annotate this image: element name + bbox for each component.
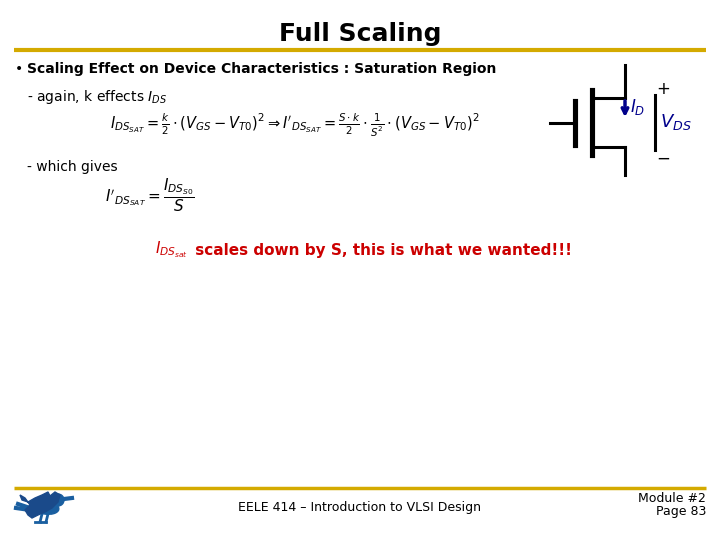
Ellipse shape: [31, 500, 59, 514]
Circle shape: [52, 494, 64, 506]
Text: Page 83: Page 83: [656, 505, 706, 518]
Text: Scaling Effect on Device Characteristics : Saturation Region: Scaling Effect on Device Characteristics…: [27, 62, 496, 76]
Text: EELE 414 – Introduction to VLSI Design: EELE 414 – Introduction to VLSI Design: [238, 501, 482, 514]
Text: - again, k effects $I_{DS}$: - again, k effects $I_{DS}$: [27, 88, 167, 106]
Text: •: •: [15, 62, 23, 76]
Text: +: +: [656, 80, 670, 98]
Text: $I_D$: $I_D$: [630, 97, 645, 117]
Text: −: −: [656, 150, 670, 168]
Text: $V_{DS}$: $V_{DS}$: [660, 112, 692, 132]
Text: $I_{DS_{SAT}} = \frac{k}{2} \cdot (V_{GS} - V_{T0})^2 \Rightarrow I'_{DS_{SAT}} : $I_{DS_{SAT}} = \frac{k}{2} \cdot (V_{GS…: [110, 111, 480, 139]
Text: Full Scaling: Full Scaling: [279, 22, 441, 46]
Text: - which gives: - which gives: [27, 160, 117, 174]
Text: scales down by S, this is what we wanted!!!: scales down by S, this is what we wanted…: [190, 242, 572, 258]
Text: $I'_{DS_{SAT}} = \dfrac{I_{DS_{S0}}}{S}$: $I'_{DS_{SAT}} = \dfrac{I_{DS_{S0}}}{S}$: [105, 177, 195, 214]
Polygon shape: [20, 492, 60, 518]
Text: Module #2: Module #2: [638, 491, 706, 504]
Text: $I_{DS_{sat}}$: $I_{DS_{sat}}$: [155, 240, 188, 260]
